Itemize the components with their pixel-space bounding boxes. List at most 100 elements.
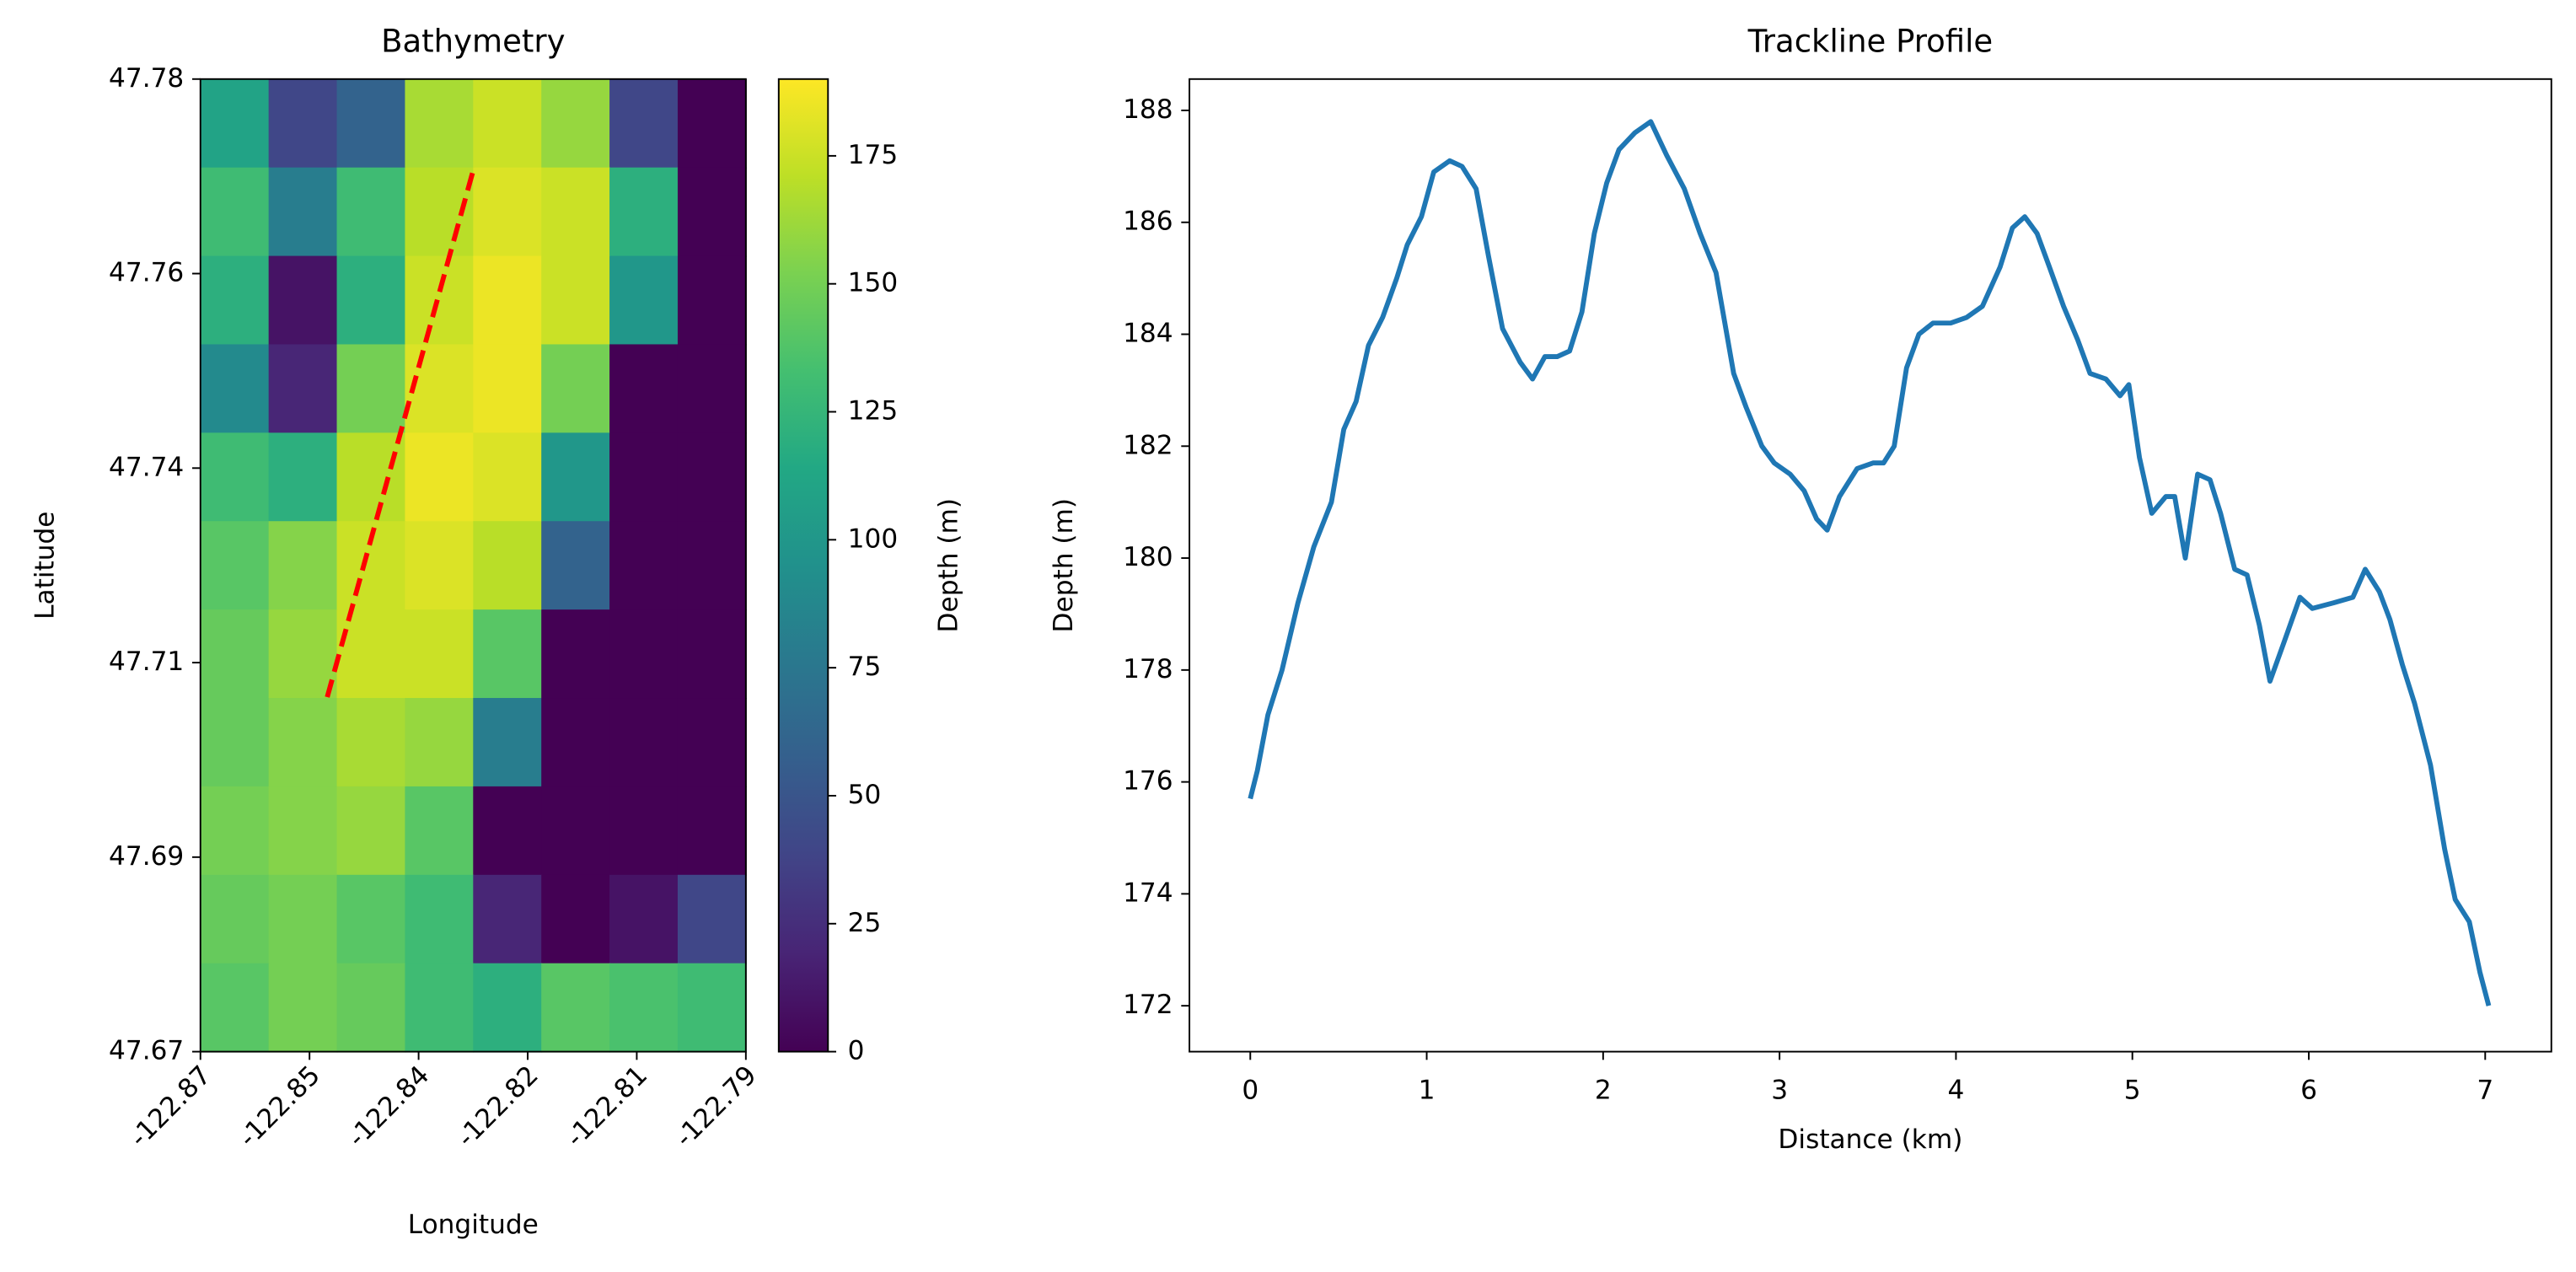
x-tick-label: 4 — [1947, 1075, 1964, 1105]
y-tick-label: 47.69 — [109, 841, 184, 872]
y-tick-label: 188 — [1123, 94, 1173, 125]
x-tick-label: -122.82 — [451, 1060, 545, 1154]
heat-cell — [336, 78, 406, 169]
heat-cell — [200, 167, 270, 257]
heat-cell — [473, 963, 543, 1053]
heat-cell — [200, 874, 270, 964]
heat-cell — [268, 874, 338, 964]
y-tick-label: 47.71 — [109, 647, 184, 677]
x-axis-label: Longitude — [408, 1210, 539, 1240]
y-tick-label: 47.76 — [109, 258, 184, 288]
y-axis-label: Latitude — [30, 512, 61, 620]
colorbar — [777, 78, 829, 1053]
heat-cell — [609, 167, 679, 257]
heat-cell — [677, 874, 747, 964]
profile-line — [1248, 119, 2492, 1006]
heat-cell — [268, 521, 338, 611]
y-axis-label: Depth (m) — [1049, 498, 1079, 633]
x-tick-label: 1 — [1419, 1075, 1436, 1105]
heat-cell — [541, 167, 611, 257]
y-tick-label: 47.78 — [109, 63, 184, 94]
y-tick-label: 178 — [1123, 654, 1173, 684]
x-tick-label: -122.84 — [342, 1060, 436, 1154]
heat-cell — [336, 786, 406, 876]
heat-cell — [473, 78, 543, 169]
y-tick-label: 186 — [1123, 207, 1173, 237]
heat-cell — [336, 609, 406, 700]
axes-frame — [1189, 78, 2552, 1053]
trackline — [325, 164, 477, 698]
colorbar-label: Depth (m) — [934, 498, 964, 633]
heat-cell — [609, 432, 679, 523]
y-tick-label: 176 — [1123, 766, 1173, 797]
heat-cell — [405, 963, 475, 1053]
heat-cell — [405, 78, 475, 169]
heat-cell — [268, 344, 338, 434]
heat-cell — [541, 78, 611, 169]
chart-title: Bathymetry — [381, 23, 565, 59]
heat-cell — [268, 963, 338, 1053]
heat-cell — [541, 963, 611, 1053]
heat-cell — [336, 432, 406, 523]
heat-cell — [405, 786, 475, 876]
heat-cell — [473, 521, 543, 611]
heat-cell — [541, 432, 611, 523]
heat-cell — [541, 874, 611, 964]
y-tick-label: 180 — [1123, 542, 1173, 572]
heat-cell — [541, 698, 611, 787]
y-tick-label: 182 — [1123, 430, 1173, 460]
heat-cell — [677, 521, 747, 611]
heat-cell — [268, 698, 338, 787]
heat-cell — [609, 874, 679, 964]
heat-cell — [677, 167, 747, 257]
heat-cell — [609, 78, 679, 169]
heat-cell — [609, 255, 679, 346]
heat-cell — [541, 344, 611, 434]
chart-title: Trackline Profile — [1747, 23, 1994, 59]
heat-cell — [609, 786, 679, 876]
heat-cell — [336, 963, 406, 1053]
y-tick-label: 47.67 — [109, 1036, 184, 1066]
colorbar-tick-label: 175 — [848, 140, 899, 170]
heat-cell — [268, 255, 338, 346]
heat-cell — [473, 432, 543, 523]
heat-cell — [405, 344, 475, 434]
heat-cell — [268, 786, 338, 876]
heat-cell — [268, 609, 338, 700]
heat-cell — [473, 609, 543, 700]
heat-cell — [200, 786, 270, 876]
heat-cell — [200, 78, 270, 169]
heat-cell — [541, 255, 611, 346]
heat-cell — [541, 609, 611, 700]
heat-cell — [677, 786, 747, 876]
x-tick-label: 2 — [1595, 1075, 1612, 1105]
colorbar-tick-label: 100 — [848, 523, 899, 554]
x-tick-label: -122.81 — [561, 1060, 654, 1154]
heat-cell — [200, 344, 270, 434]
heat-cell — [473, 255, 543, 346]
heat-cell — [405, 609, 475, 700]
colorbar-tick-label: 150 — [848, 268, 899, 298]
heat-cell — [473, 344, 543, 434]
y-tick-label: 172 — [1123, 990, 1173, 1020]
heat-cell — [677, 432, 747, 523]
colorbar-tick-label: 50 — [848, 780, 882, 810]
heat-cell — [541, 521, 611, 611]
heat-cell — [609, 344, 679, 434]
heat-cell — [336, 698, 406, 787]
heat-cell — [268, 167, 338, 257]
heat-cell — [609, 698, 679, 787]
x-tick-label: -122.79 — [669, 1060, 763, 1154]
heat-cell — [405, 874, 475, 964]
heat-cell — [200, 521, 270, 611]
colorbar-tick-label: 0 — [848, 1036, 865, 1066]
heat-cell — [336, 874, 406, 964]
heat-cell — [609, 521, 679, 611]
y-tick-label: 184 — [1123, 319, 1173, 349]
heat-cell — [200, 963, 270, 1053]
x-axis-label: Distance (km) — [1778, 1124, 1962, 1155]
heat-cell — [405, 432, 475, 523]
heat-cell — [336, 167, 406, 257]
heat-cell — [473, 874, 543, 964]
